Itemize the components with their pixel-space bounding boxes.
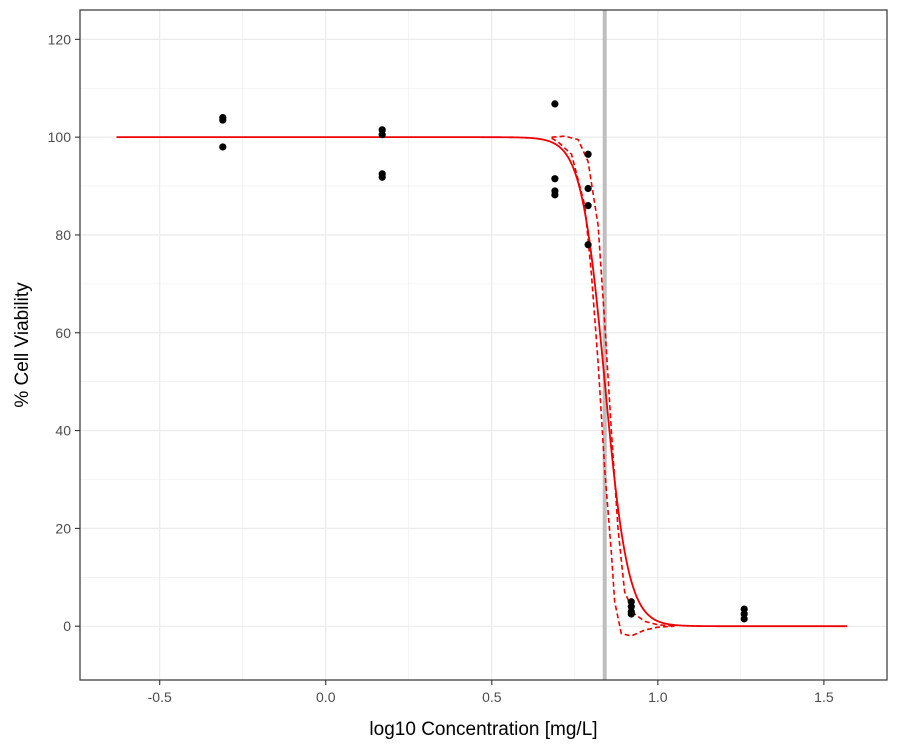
y-tick-label: 60 [55, 325, 71, 341]
data-point [551, 100, 559, 108]
data-point [740, 615, 748, 623]
panel-border [79, 9, 888, 681]
confidence-band-layer [551, 135, 675, 637]
x-tick-label: 0.0 [316, 689, 336, 705]
data-points [219, 100, 748, 623]
y-tick-label: 0 [63, 618, 71, 634]
data-point [219, 116, 227, 124]
x-axis-title: log10 Concentration [mg/L] [369, 719, 597, 740]
grid-lines [80, 10, 887, 680]
data-point [378, 131, 386, 139]
confidence-band-lower [551, 137, 675, 637]
x-tick-label: 0.5 [482, 689, 502, 705]
data-point [584, 241, 592, 249]
data-point [584, 184, 592, 193]
y-tick-label: 100 [48, 129, 72, 145]
data-point [584, 150, 592, 158]
fit-curve-layer [116, 136, 848, 628]
x-tick-label: 1.0 [648, 689, 668, 705]
y-tick-label: 40 [55, 423, 71, 439]
data-point [219, 143, 227, 151]
x-tick-label: 1.5 [814, 689, 834, 705]
y-tick-label: 120 [48, 31, 72, 47]
y-tick-label: 20 [55, 520, 71, 536]
x-tick-label: -0.5 [148, 689, 172, 705]
y-axis-title: % Cell Viability [12, 282, 33, 408]
y-axis-ticks: 0 20 40 60 80 100 120 [48, 31, 80, 634]
confidence-band-upper [551, 135, 675, 627]
data-point [627, 610, 635, 618]
data-point [551, 191, 559, 199]
x-axis-ticks: -0.5 0.0 0.5 1.0 1.5 [148, 680, 834, 705]
data-point [584, 202, 592, 210]
data-point [378, 173, 386, 181]
data-point [551, 175, 559, 183]
fit-curve [116, 136, 848, 628]
y-tick-label: 80 [55, 227, 71, 243]
